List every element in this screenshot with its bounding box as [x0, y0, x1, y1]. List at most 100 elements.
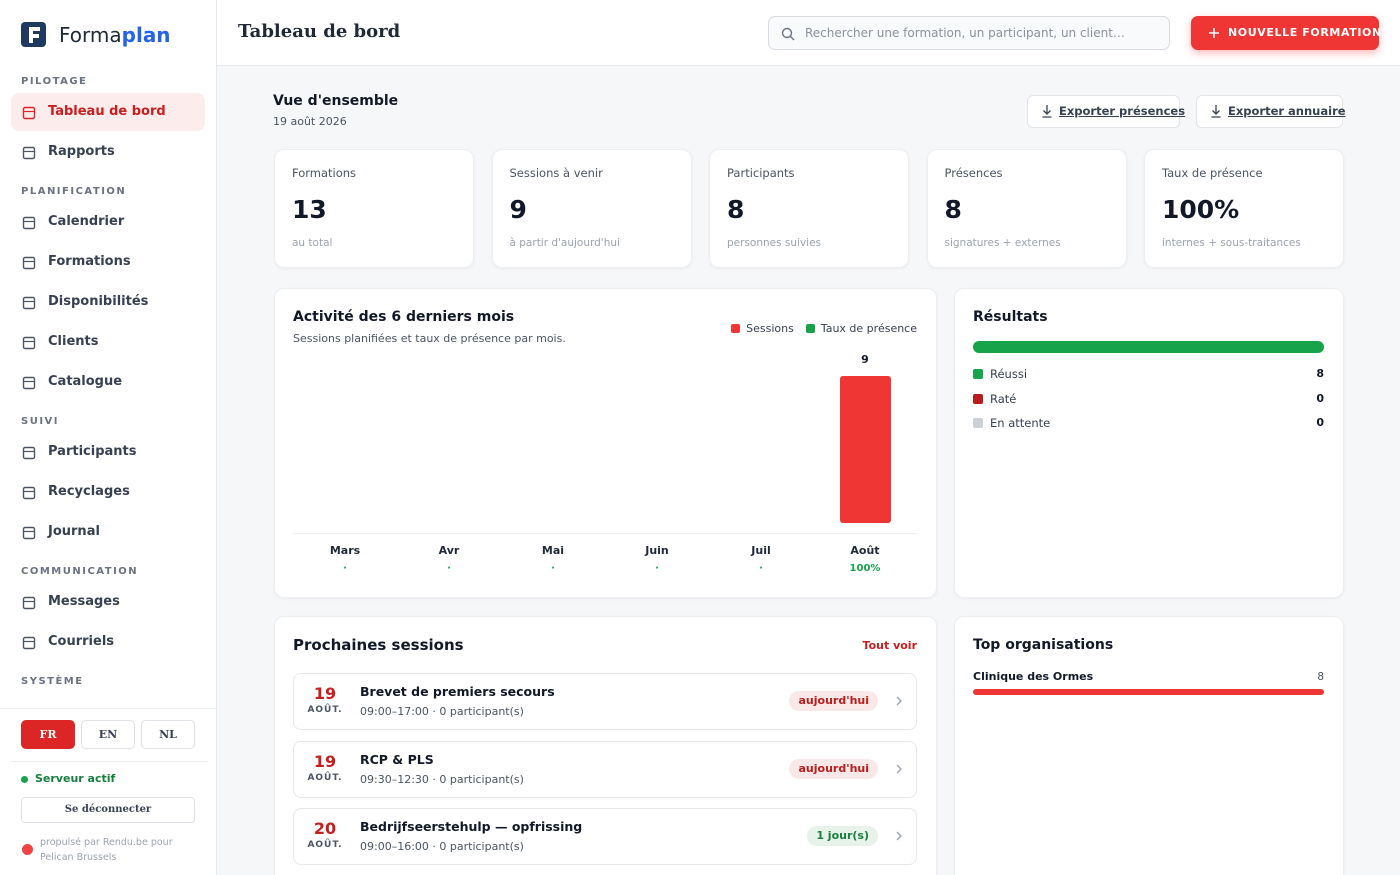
orgs-title: Top organisations — [973, 637, 1114, 653]
nav-active-bg — [11, 93, 205, 131]
nav-item[interactable]: Clients — [48, 334, 99, 349]
bar-label: 9 — [861, 353, 869, 366]
presence-label: 100% — [849, 563, 881, 574]
kpi-value: 8 — [727, 195, 745, 224]
nav-section: COMMUNICATION — [21, 566, 139, 577]
lang-button[interactable]: EN — [81, 720, 135, 749]
nav-item[interactable]: Disponibilités — [48, 294, 149, 309]
new-button[interactable] — [1191, 16, 1379, 50]
new-button-label[interactable]: NOUVELLE FORMATION — [1228, 26, 1382, 39]
export-label[interactable]: Exporter annuaire — [1228, 104, 1346, 118]
kpi-label: Taux de présence — [1162, 166, 1263, 180]
session-month: AOÛT. — [307, 772, 343, 783]
org-bar — [973, 689, 1324, 695]
session-meta: 09:00–16:00 · 0 participant(s) — [360, 840, 524, 853]
kpi-note: au total — [292, 237, 333, 249]
org-value: 8 — [1317, 671, 1324, 683]
session-day: 19 — [313, 751, 337, 771]
session-meta: 09:30–12:30 · 0 participant(s) — [360, 772, 524, 786]
nav-icon — [22, 105, 36, 120]
export-icon — [1041, 101, 1053, 121]
month-label: Avr — [438, 544, 460, 557]
nav-icon — [22, 255, 36, 270]
nav-item[interactable]: Tableau de bord — [48, 104, 166, 119]
session-day: 19 — [313, 684, 337, 703]
export-icon — [1210, 101, 1222, 121]
nav-icon — [22, 485, 36, 500]
brand: Formaplan — [59, 22, 171, 48]
brand-part: plan — [121, 23, 171, 47]
results-swatch — [973, 418, 983, 428]
logout-button[interactable]: Se déconnecter — [21, 797, 195, 823]
session-row[interactable] — [293, 808, 917, 865]
logo — [21, 22, 46, 47]
bar — [839, 376, 891, 523]
divider — [0, 708, 216, 709]
nav-item[interactable]: Catalogue — [48, 374, 123, 389]
powered: propulsé par Rendu.be pour Pelican Bruss… — [40, 837, 173, 863]
search-icon — [781, 26, 795, 41]
nav-icon — [22, 525, 36, 540]
sessions-link[interactable]: Tout voir — [862, 639, 917, 652]
search[interactable] — [768, 16, 1170, 50]
results-label: Raté — [990, 391, 1017, 406]
nav-icon — [22, 145, 36, 160]
nav-icon — [22, 635, 36, 650]
nav-section: SUIVI — [21, 416, 60, 427]
nav-item[interactable]: Journal — [48, 524, 100, 539]
legend-swatch — [731, 323, 741, 333]
nav-icon — [22, 445, 36, 460]
month-label: Mars — [329, 544, 361, 557]
export-button[interactable] — [1196, 95, 1343, 128]
kpi-card — [1144, 149, 1344, 268]
legend-swatch — [805, 323, 815, 333]
export-label[interactable]: Exporter présences — [1059, 104, 1186, 118]
session-badge: 1 jour(s) — [807, 826, 878, 846]
page-title: Tableau de bord — [238, 21, 401, 42]
nav-item[interactable]: Formations — [48, 254, 131, 269]
chevron — [894, 691, 904, 711]
kpi-note: personnes suivies — [727, 237, 822, 249]
month-label: Juin — [645, 544, 669, 557]
activity-subtitle: Sessions planifiées et taux de présence … — [293, 332, 566, 345]
nav-item[interactable]: Courriels — [48, 634, 115, 649]
nav-icon — [22, 215, 36, 230]
nav-icon — [22, 595, 36, 610]
nav-item[interactable]: Rapports — [48, 144, 115, 159]
lang-button[interactable]: NL — [141, 720, 195, 749]
presence-label: · — [655, 563, 659, 574]
legend-label: Sessions — [746, 321, 794, 335]
presence-label: · — [343, 563, 347, 574]
session-row[interactable] — [293, 673, 917, 730]
nav-item[interactable]: Messages — [48, 594, 120, 609]
results-value: 0 — [1316, 391, 1324, 405]
presence-label: · — [551, 563, 555, 574]
session-month: AOÛT. — [307, 840, 343, 850]
nav-item[interactable]: Participants — [48, 444, 137, 459]
results-label: Réussi — [990, 367, 1028, 381]
kpi-label: Participants — [727, 166, 795, 180]
session-row[interactable] — [293, 740, 917, 798]
nav-item[interactable]: Calendrier — [48, 214, 125, 229]
powered-icon — [22, 844, 33, 855]
nav-icon — [22, 375, 36, 390]
results-swatch — [973, 369, 983, 379]
status-dot — [21, 776, 28, 783]
kpi-value: 8 — [944, 195, 962, 224]
lang-button[interactable]: FR — [21, 720, 75, 749]
chevron — [894, 826, 904, 846]
results-swatch — [973, 393, 983, 404]
status: Serveur actif — [35, 772, 116, 785]
export-button[interactable] — [1027, 95, 1180, 128]
brand-part: Forma — [59, 23, 122, 47]
results-card — [954, 288, 1344, 598]
kpi-label: Présences — [944, 166, 1003, 180]
new-button-plus — [1208, 23, 1220, 43]
results-segment — [973, 341, 1324, 353]
nav-icon — [22, 295, 36, 310]
nav-item[interactable]: Recyclages — [48, 484, 130, 499]
chevron — [894, 759, 904, 779]
legend: Sessions Taux de présence — [731, 318, 917, 338]
nav: PILOTAGE Tableau de bord Rapports PLANIFICA… — [0, 0, 216, 708]
